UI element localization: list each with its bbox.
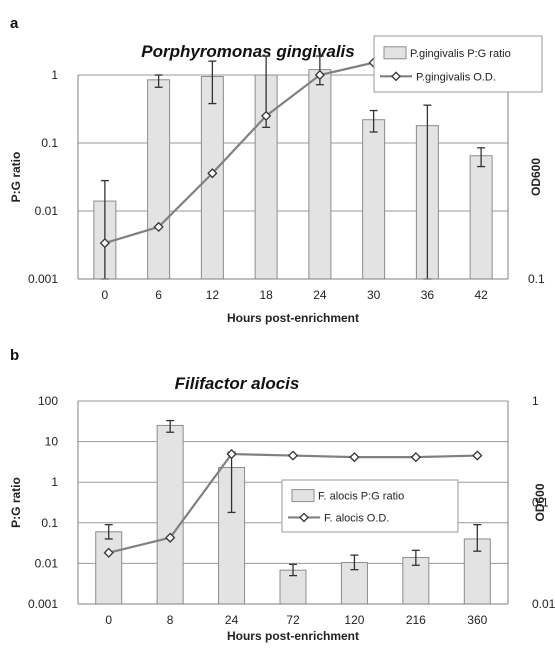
- od-point-120: [349, 451, 360, 463]
- legend-bar-swatch: [383, 46, 407, 60]
- y-axis-title: P:G ratio: [9, 152, 23, 203]
- legend-box: [281, 479, 459, 533]
- od-point-24: [314, 69, 325, 81]
- panel-b-title: Filifactor alocis: [175, 374, 300, 393]
- y-tick-label: 0.01: [35, 556, 59, 570]
- od-point-216: [410, 451, 421, 463]
- legend-label-od: F. alocis O.D.: [324, 512, 389, 524]
- x-tick-label: 24: [313, 288, 327, 302]
- y-tick-label: 10: [45, 435, 59, 449]
- bar-6: [147, 79, 171, 280]
- od-point-8: [165, 532, 176, 543]
- x-tick-label: 30: [367, 288, 381, 302]
- x-tick-label: 120: [344, 613, 364, 627]
- legend-marker-swatch: [299, 512, 309, 523]
- od-point-18: [261, 110, 272, 122]
- bar-8: [156, 424, 184, 605]
- y-tick-label: 0.1: [41, 136, 58, 150]
- x-tick-label: 360: [467, 613, 487, 627]
- y2-tick-label: 0.1: [532, 496, 549, 510]
- x-tick-label: 18: [259, 288, 273, 302]
- y2-axis-title: OD600: [533, 483, 547, 521]
- x-tick-label: 0: [105, 613, 112, 627]
- x-tick-label: 6: [155, 288, 162, 302]
- y2-tick-label: 0.01: [532, 597, 555, 611]
- od-point-72: [287, 450, 299, 461]
- x-tick-label: 12: [206, 288, 220, 302]
- y2-tick-label: 1: [532, 394, 539, 408]
- x-tick-label: 36: [421, 288, 435, 302]
- y-tick-label: 100: [38, 394, 58, 408]
- panel-a-letter: a: [10, 15, 19, 32]
- x-axis-title: Hours post-enrichment: [227, 629, 359, 643]
- x-tick-label: 24: [225, 613, 239, 627]
- x-axis-title: Hours post-enrichment: [227, 311, 359, 325]
- legend-label-bars: F. alocis P:G ratio: [318, 491, 404, 503]
- panel-a-chart: a Porphyromonas gingivalis 1 0.1 0.01 0.001…: [9, 15, 545, 325]
- y-tick-label: 0.01: [35, 204, 59, 218]
- y-tick-label: 0.001: [28, 272, 58, 286]
- y-tick-label: 0.001: [28, 597, 58, 611]
- legend-label-bars: P.gingivalis P:G ratio: [410, 48, 511, 60]
- od-point-6: [153, 221, 164, 233]
- od-point-12: [207, 168, 218, 179]
- y2-axis-title: OD600: [529, 158, 543, 196]
- x-tick-label: 42: [474, 288, 488, 302]
- legend-bar-swatch: [291, 489, 315, 503]
- x-tick-label: 8: [167, 613, 174, 627]
- od-point-24: [226, 448, 237, 460]
- panel-b-chart: b Filifactor alocis 1001010.10.010.00110…: [9, 347, 555, 643]
- bar-42: [469, 155, 493, 280]
- od-point-0: [103, 547, 114, 558]
- bar-30: [362, 119, 386, 280]
- y-tick-label: 1: [51, 475, 58, 489]
- x-tick-label: 216: [406, 613, 426, 627]
- od-point-0: [99, 237, 110, 249]
- y-tick-label: 0.1: [41, 516, 58, 530]
- legend-box: [373, 35, 543, 93]
- y-axis-title: P:G ratio: [9, 477, 23, 528]
- bar-24: [308, 69, 332, 280]
- y-tick-label: 1: [51, 68, 58, 82]
- panel-a-title: Porphyromonas gingivalis: [141, 42, 355, 61]
- x-tick-label: 0: [102, 288, 109, 302]
- bar-0: [95, 531, 123, 605]
- legend-marker-swatch: [391, 71, 401, 82]
- legend-label-od: P.gingivalis O.D.: [416, 71, 496, 83]
- x-tick-label: 72: [286, 613, 300, 627]
- od-point-360: [472, 450, 483, 461]
- panel-b-letter: b: [10, 347, 19, 364]
- y2-tick-label: 0.1: [528, 272, 545, 286]
